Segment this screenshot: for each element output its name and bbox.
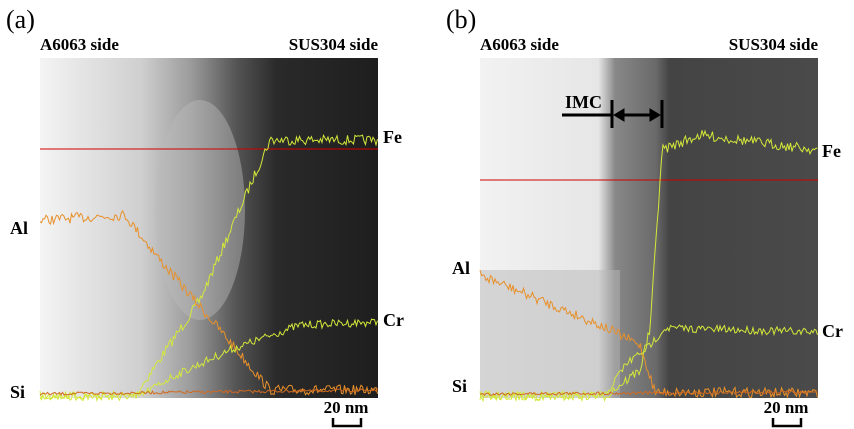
scale-bar-label: 20 nm — [324, 398, 369, 417]
side-label: A6063 side — [40, 35, 119, 54]
element-label: Si — [10, 382, 25, 402]
panel-label: (a) — [6, 5, 35, 34]
side-label: A6063 side — [480, 35, 559, 54]
image-texture — [480, 270, 620, 398]
element-label: Cr — [822, 321, 843, 341]
scale-bar — [333, 418, 361, 426]
element-label: Al — [452, 258, 470, 278]
element-label: Al — [10, 218, 28, 238]
image-texture — [155, 100, 245, 320]
imc-label: IMC — [565, 92, 602, 112]
element-label: Cr — [383, 310, 404, 330]
scale-bar — [773, 418, 801, 426]
figure: (a) A6063 side SUS304 side Fe Al Cr Si 2… — [0, 0, 854, 429]
panel-label: (b) — [446, 5, 476, 34]
side-label: SUS304 side — [729, 35, 819, 54]
scale-bar-label: 20 nm — [764, 398, 809, 417]
side-label: SUS304 side — [289, 35, 379, 54]
element-label: Si — [452, 376, 467, 396]
element-label: Fe — [822, 141, 841, 161]
element-label: Fe — [383, 127, 402, 147]
